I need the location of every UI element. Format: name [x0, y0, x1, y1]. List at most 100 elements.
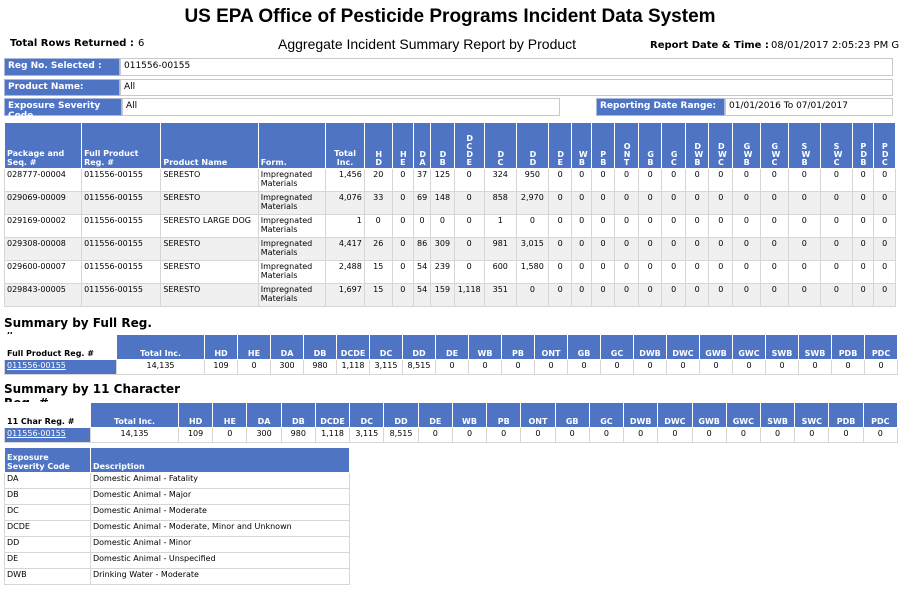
table-cell: Impregnated Materials	[257, 191, 327, 215]
table-cell: 0	[699, 359, 733, 375]
table-cell: 029308-00008	[3, 237, 83, 261]
table-cell: DC	[4, 504, 91, 521]
table-cell: 0	[237, 359, 271, 375]
header-text: PB	[497, 417, 510, 426]
table-cell: 0	[614, 237, 639, 261]
table-cell: 1,580	[515, 260, 549, 284]
table-cell: 0	[637, 260, 663, 284]
table-cell: 109	[177, 427, 214, 443]
column-header: DCDE	[314, 402, 351, 428]
table-cell: 0	[819, 191, 853, 215]
header-text: WB	[477, 349, 493, 358]
table-cell: 0	[571, 283, 592, 307]
column-header: GWB	[732, 122, 761, 169]
column-header: DA	[413, 122, 432, 169]
table-cell: 0	[590, 260, 616, 284]
table-cell: 0	[732, 191, 761, 215]
table-cell: 1,118	[314, 427, 351, 443]
column-header: HD	[204, 334, 238, 360]
table-cell: 148	[430, 191, 455, 215]
table-cell: 0	[600, 359, 634, 375]
column-header: DE	[417, 402, 453, 428]
table-cell: 0	[614, 168, 639, 192]
table-cell: 2,488	[325, 260, 365, 284]
column-header: Total Inc.	[90, 402, 179, 428]
column-header: Total Inc.	[325, 122, 365, 169]
table-cell: 0	[391, 214, 415, 238]
table-cell: DD	[4, 536, 91, 553]
table-cell: 0	[873, 168, 896, 192]
column-header: Product Name	[160, 122, 259, 169]
table-cell[interactable]: 011556-00155	[4, 359, 117, 375]
table-cell: 0	[862, 427, 899, 443]
table-cell: 0	[590, 214, 616, 238]
table-cell: 0	[666, 359, 700, 375]
table-cell: 0	[787, 191, 821, 215]
table-cell: 0	[547, 214, 573, 238]
table-cell: 0	[417, 427, 453, 443]
table-cell: 0	[851, 237, 875, 261]
header-text: Exposure Severity Code	[7, 453, 70, 471]
filter-value: 011556-00155	[120, 58, 893, 76]
column-header: WB	[468, 334, 502, 360]
table-cell: 0	[851, 191, 875, 215]
table-cell: 0	[819, 260, 853, 284]
column-header: GC	[588, 402, 625, 428]
table-cell[interactable]: 011556-00155	[4, 427, 91, 443]
column-header: PDB	[831, 334, 865, 360]
header-text: GWB	[705, 349, 727, 358]
header-text: HD	[214, 349, 228, 358]
table-cell: 0	[391, 237, 415, 261]
header-text: Product Name	[163, 158, 228, 167]
table-cell: SERESTO LARGE DOG	[160, 214, 259, 238]
header-text: DB	[291, 417, 305, 426]
header-text: DWB	[694, 142, 704, 167]
header-text: Total Inc.	[334, 149, 356, 167]
table-cell: 20	[363, 168, 393, 192]
table-cell: 1,697	[325, 283, 365, 307]
summary-table-area: Full Product Reg. # Total Inc. HD HE DA DB DCD…	[4, 334, 898, 375]
header-text: GWC	[732, 417, 754, 426]
table-cell: 981	[483, 237, 517, 261]
table-cell: 309	[430, 237, 455, 261]
column-header: PB	[590, 122, 616, 169]
table-cell: 0	[661, 237, 686, 261]
header-row: Exposure Severity Code Description	[4, 447, 350, 473]
column-header: ONT	[534, 334, 568, 360]
table: 11 Char Reg. # Total Inc. HD HE DA DB DCDE DC DD…	[4, 402, 899, 443]
table-cell: 54	[413, 283, 432, 307]
header-text: GWC	[771, 142, 781, 167]
table-cell: 0	[819, 283, 853, 307]
table-cell: 14,135	[90, 427, 179, 443]
header-text: HE	[400, 150, 407, 167]
table-cell: 0	[637, 214, 663, 238]
table-cell: Domestic Animal - Moderate, Minor and Un…	[90, 520, 350, 537]
column-header: SWC	[794, 402, 830, 428]
table-cell: 3,015	[515, 237, 549, 261]
column-header: Full Product Reg. #	[81, 122, 162, 169]
table-cell: DB	[4, 488, 91, 505]
header-text: DE	[557, 150, 565, 167]
table-row: 029169-00002 011556-00155 SERESTO LARGE DO…	[3, 214, 896, 238]
table-cell: 0	[851, 260, 875, 284]
header-text: ONT	[528, 417, 548, 426]
table-cell: 0	[453, 214, 485, 238]
table-row: 028777-00004 011556-00155 SERESTO Impregnat…	[3, 168, 896, 192]
header-text: Package and Seq. #	[7, 149, 65, 167]
column-header: WB	[451, 402, 488, 428]
header-text: DCDE	[320, 417, 345, 426]
filter-value: 01/01/2016 To 07/01/2017	[725, 98, 893, 116]
column-header: Description	[90, 447, 350, 473]
header-text: HD	[188, 417, 203, 426]
column-header: DD	[402, 334, 436, 360]
table-cell: 0	[684, 260, 710, 284]
table-cell: 0	[759, 283, 789, 307]
header-text: WB	[578, 150, 588, 167]
table-cell: 1	[325, 214, 365, 238]
table-cell: 3,115	[369, 359, 403, 375]
column-header: SWB	[765, 334, 799, 360]
table-cell: 0	[567, 359, 601, 375]
table-cell: DWB	[4, 568, 91, 585]
table-cell: 1,118	[336, 359, 370, 375]
table-cell: 0	[819, 237, 853, 261]
